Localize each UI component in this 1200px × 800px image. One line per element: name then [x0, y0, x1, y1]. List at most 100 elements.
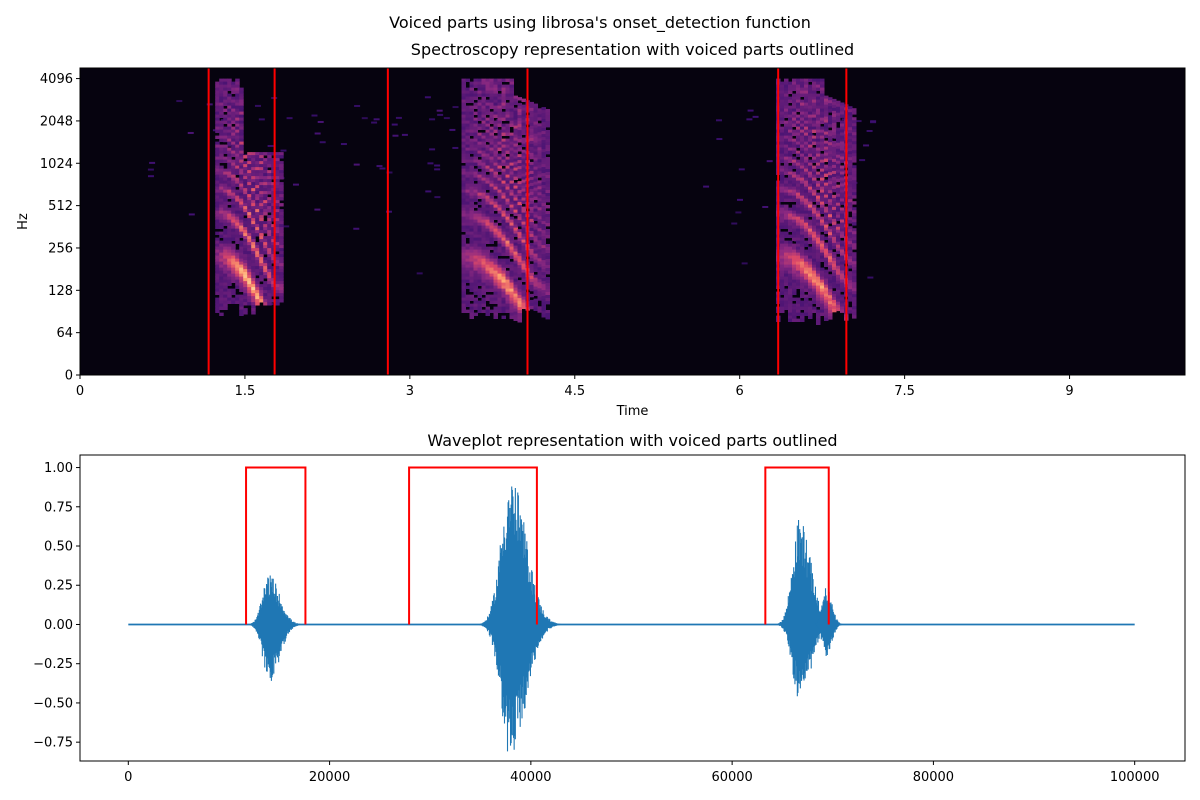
spectrogram-cell [267, 179, 272, 183]
spectrogram-cell [816, 309, 821, 313]
spectrogram-cell [820, 276, 825, 280]
spectrogram-cell [473, 174, 478, 178]
spectrogram-cell [541, 266, 546, 270]
spectrogram-cell [267, 185, 272, 189]
spectrogram-cell [497, 300, 502, 304]
spectrogram-cell [521, 179, 526, 183]
spectrogram-cell [529, 164, 534, 169]
spectrogram-cell [247, 236, 252, 240]
spectrogram-cell [493, 273, 498, 277]
spectrogram-cell [215, 252, 220, 256]
spectrogram-cell [513, 143, 518, 147]
spectrogram-cell [788, 114, 793, 118]
spectrogram-cell [231, 153, 236, 157]
spectrogram-speckle [741, 262, 748, 265]
spectrogram-speckle [225, 144, 232, 147]
spectrogram-cell [788, 285, 793, 289]
spectrogram-cell [255, 254, 260, 258]
spectrogram-cell [243, 293, 248, 297]
spectrogram-cell [509, 306, 514, 310]
spectrogram-cell [275, 179, 280, 183]
spectrogram-cell [784, 291, 789, 295]
spectrogram-cell [461, 84, 466, 88]
spectrogram-cell [836, 133, 841, 138]
spectrogram-cell [537, 189, 542, 193]
spectrogram-cell [832, 212, 837, 217]
spectrogram-cell [521, 221, 526, 225]
spectrogram-cell [263, 242, 268, 246]
spectrogram-cell [521, 197, 526, 201]
spectrogram-cell [541, 185, 546, 189]
spectrogram-cell [255, 266, 260, 270]
spectrogram-cell [493, 108, 498, 112]
spectrogram-cell [501, 117, 506, 121]
spectrogram-cell [275, 254, 280, 258]
spectrogram-cell [513, 194, 518, 198]
spectrogram-cell [832, 230, 837, 235]
spectrogram-cell [493, 84, 498, 88]
spectrogram-cell [800, 243, 805, 247]
spectrogram-cell [836, 196, 841, 201]
spectrogram-cell [537, 213, 542, 217]
spectrogram-cell [836, 199, 841, 204]
spectrogram-cell [267, 302, 272, 306]
spectrogram-cell [852, 300, 857, 304]
spectrogram-cell [852, 186, 857, 190]
spectrogram-cell [812, 168, 817, 172]
spectrogram-cell [533, 106, 538, 110]
spectrogram-cell [239, 105, 244, 109]
spectrogram-cell [836, 184, 841, 189]
spectrogram-cell [804, 288, 809, 292]
spectrogram-cell [493, 165, 498, 169]
spectrogram-cell [509, 309, 514, 313]
spectrogram-cell [489, 99, 494, 103]
spectrogram-cell [800, 120, 805, 124]
spectrogram-speckle [391, 123, 398, 126]
spectrogram-cell [788, 249, 793, 253]
spectrogram-cell [796, 153, 801, 157]
spectrogram-cell [219, 219, 224, 223]
spectrogram-cell [517, 241, 522, 245]
spectrogram-cell [239, 285, 244, 289]
spectrogram-cell [513, 281, 518, 285]
spectrogram-cell [251, 185, 256, 189]
spectrogram-cell [808, 126, 813, 130]
spectrogram-cell [836, 130, 841, 135]
spectrogram-cell [828, 229, 833, 233]
spectrogram-cell [231, 132, 236, 136]
spectrogram-cell [235, 135, 240, 139]
spectrogram-cell [493, 156, 498, 160]
spectrogram-cell [251, 254, 256, 258]
spectrogram-cell [235, 81, 240, 85]
spectrogram-cell [840, 279, 845, 283]
spectrogram-cell [800, 192, 805, 196]
spectrogram-cell [247, 188, 252, 192]
spectrogram-cell [513, 311, 518, 315]
spectrogram-cell [533, 253, 538, 257]
spectrogram-cell [828, 220, 833, 224]
spectrogram-speckle [286, 117, 293, 120]
spectrogram-cell [485, 204, 490, 208]
spectrogram-cell [804, 213, 809, 217]
spectrogram-cell [505, 279, 510, 283]
spectrogram-cell [247, 248, 252, 252]
spectrogram-cell [792, 165, 797, 169]
spectrogram-cell [836, 226, 841, 231]
spectrogram-cell [235, 231, 240, 235]
spectrogram-cell [271, 203, 276, 207]
spectrogram-cell [477, 180, 482, 184]
spectrogram-cell [780, 270, 785, 274]
spectrogram-cell [808, 282, 813, 286]
spectrogram-cell [223, 96, 228, 100]
spectrogram-cell [820, 195, 825, 199]
spectrogram-cell [275, 278, 280, 282]
spectrogram-cell [461, 120, 466, 124]
spectrogram-cell [828, 274, 833, 278]
spectrogram-cell [243, 245, 248, 249]
spectrogram-cell [465, 246, 470, 250]
spectrogram-cell [227, 213, 232, 217]
spectrogram-cell [473, 84, 478, 88]
spectrogram-cell [812, 96, 817, 100]
spectrogram-cell [501, 201, 506, 205]
spectrogram-cell [836, 211, 841, 216]
